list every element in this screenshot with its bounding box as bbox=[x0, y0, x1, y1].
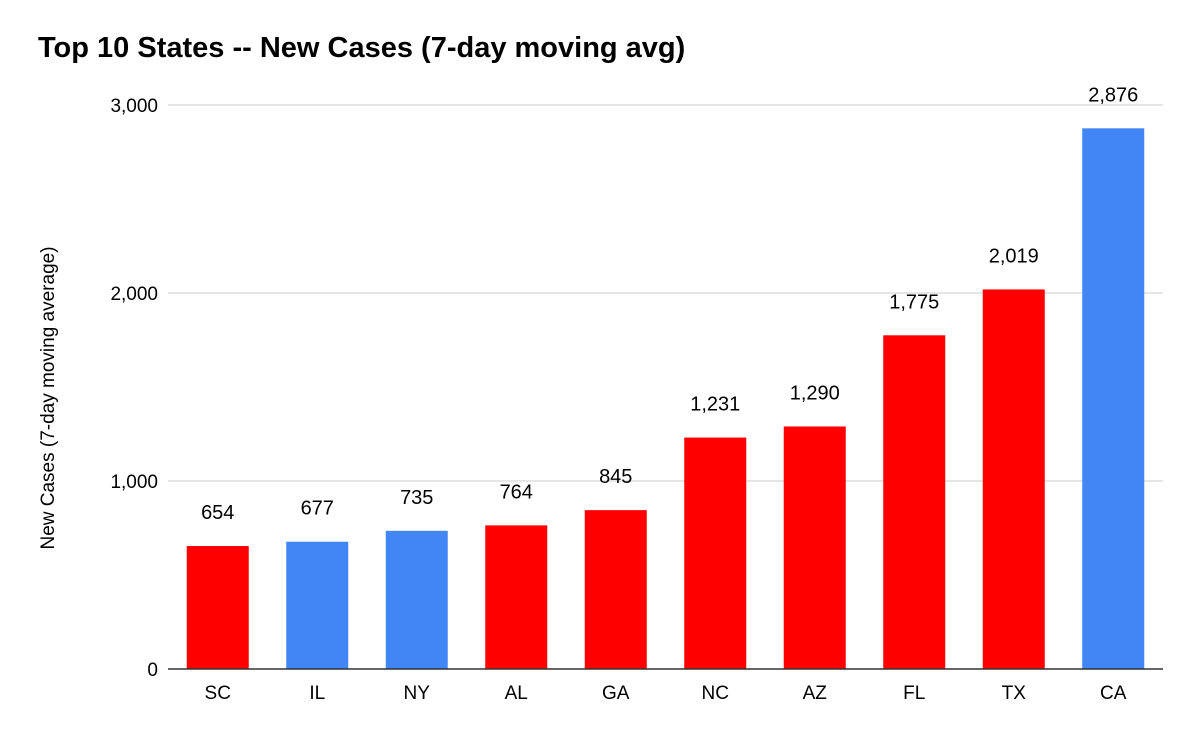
y-tick-label: 0 bbox=[147, 660, 158, 681]
bar-ca bbox=[1082, 128, 1145, 669]
data-label-al: 764 bbox=[500, 481, 533, 503]
data-label-il: 677 bbox=[301, 498, 334, 520]
bar-ny bbox=[385, 530, 448, 669]
data-label-nc: 1,231 bbox=[690, 394, 740, 416]
data-label-ca: 2,876 bbox=[1088, 84, 1138, 106]
y-tick-label: 2,000 bbox=[110, 284, 158, 305]
y-axis-ticks: 0 1,000 2,000 3,000 bbox=[110, 96, 158, 681]
bars bbox=[186, 128, 1145, 669]
bar-nc bbox=[684, 437, 747, 669]
x-tick-label-ca: CA bbox=[1100, 683, 1127, 704]
data-label-ny: 735 bbox=[400, 487, 433, 509]
x-tick-label-sc: SC bbox=[205, 683, 231, 704]
data-label-ga: 845 bbox=[599, 466, 632, 488]
x-tick-label-il: IL bbox=[309, 683, 325, 704]
bar-fl bbox=[883, 335, 946, 669]
bar-tx bbox=[982, 289, 1045, 669]
x-tick-label-al: AL bbox=[505, 683, 528, 704]
y-tick-label: 1,000 bbox=[110, 472, 158, 493]
bar-ga bbox=[584, 510, 647, 669]
data-label-sc: 654 bbox=[201, 502, 234, 524]
x-tick-label-nc: NC bbox=[702, 683, 729, 704]
data-label-az: 1,290 bbox=[790, 382, 840, 404]
x-tick-label-ny: NY bbox=[404, 683, 431, 704]
x-axis-ticks: SC IL NY AL GA NC AZ FL TX CA bbox=[205, 683, 1127, 704]
bar-il bbox=[286, 541, 349, 669]
chart-title: Top 10 States -- New Cases (7-day moving… bbox=[38, 32, 686, 64]
x-tick-label-fl: FL bbox=[903, 683, 925, 704]
y-tick-label: 3,000 bbox=[110, 96, 158, 117]
data-labels: 654 677 735 764 845 1,231 1,290 1,775 2,019 2,876 bbox=[201, 84, 1138, 524]
x-tick-label-az: AZ bbox=[803, 683, 828, 704]
data-label-fl: 1,775 bbox=[889, 291, 939, 313]
x-tick-label-ga: GA bbox=[602, 683, 630, 704]
bar-az bbox=[783, 426, 846, 669]
y-axis-title: New Cases (7-day moving average) bbox=[38, 246, 59, 549]
x-tick-label-tx: TX bbox=[1002, 683, 1027, 704]
data-label-tx: 2,019 bbox=[989, 245, 1039, 267]
bar-sc bbox=[186, 546, 249, 669]
bar-al bbox=[485, 525, 548, 669]
